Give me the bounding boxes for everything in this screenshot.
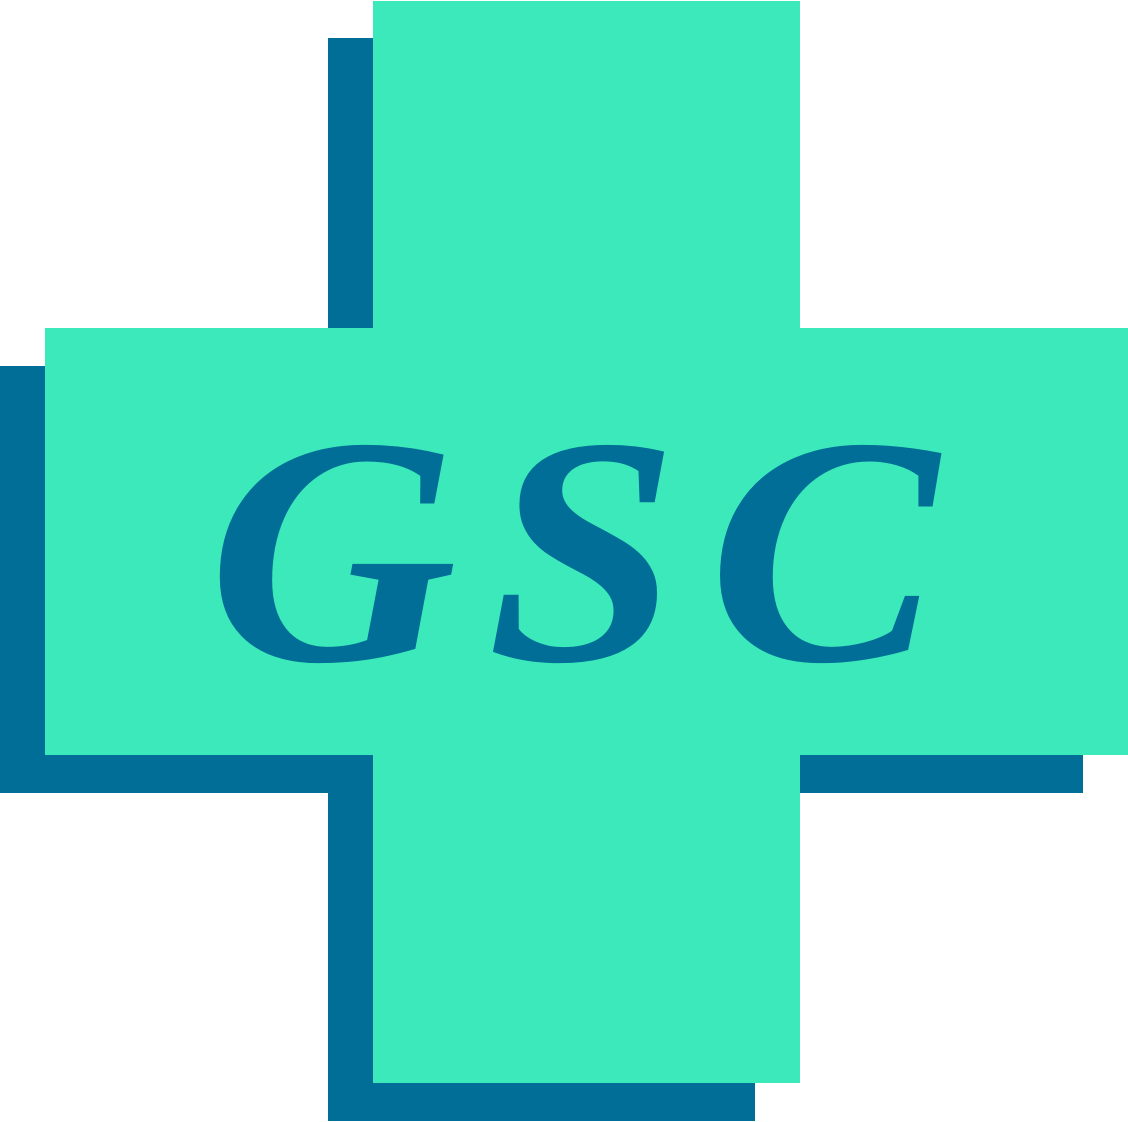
cross-main-horizontal xyxy=(45,328,1128,755)
cross-main xyxy=(45,1,1128,1083)
logo-lettering: GSC xyxy=(208,371,968,731)
